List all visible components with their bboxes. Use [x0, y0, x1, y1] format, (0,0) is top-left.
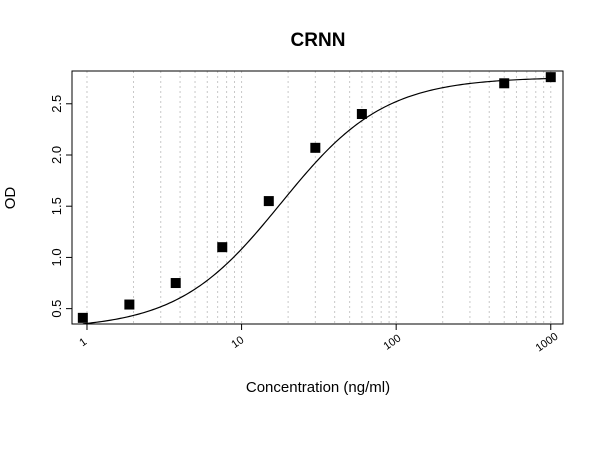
y-tick-label: 2.5 [49, 95, 64, 113]
data-point [263, 196, 274, 207]
y-tick-label: 1.5 [49, 197, 64, 215]
chart-title: CRNN [291, 30, 346, 51]
plot-frame [71, 70, 564, 325]
data-point [499, 78, 510, 89]
y-tick-label: 1.0 [49, 248, 64, 266]
y-axis: 0.5 1.0 1.5 2.0 2.5 [49, 95, 72, 318]
grid-lines [86, 71, 552, 324]
x-tick-label: 1000 [534, 331, 561, 355]
x-tick-label: 100 [381, 332, 403, 352]
y-tick-label: 0.5 [49, 300, 64, 318]
data-point [356, 109, 367, 120]
x-tick-label: 1 [77, 336, 89, 349]
x-axis-label: Concentration (ng/ml) [246, 379, 390, 396]
data-point [545, 72, 556, 83]
y-axis-label: OD [2, 187, 19, 210]
data-point [124, 299, 135, 310]
y-tick-label: 2.0 [49, 146, 64, 164]
data-points [77, 72, 556, 323]
fit-curve [82, 77, 551, 325]
x-tick-label: 10 [229, 334, 246, 351]
data-point [77, 312, 88, 323]
data-point [310, 142, 321, 153]
x-axis: 1 10 100 1000 [77, 324, 561, 355]
data-point [170, 278, 181, 289]
data-point [217, 242, 228, 253]
